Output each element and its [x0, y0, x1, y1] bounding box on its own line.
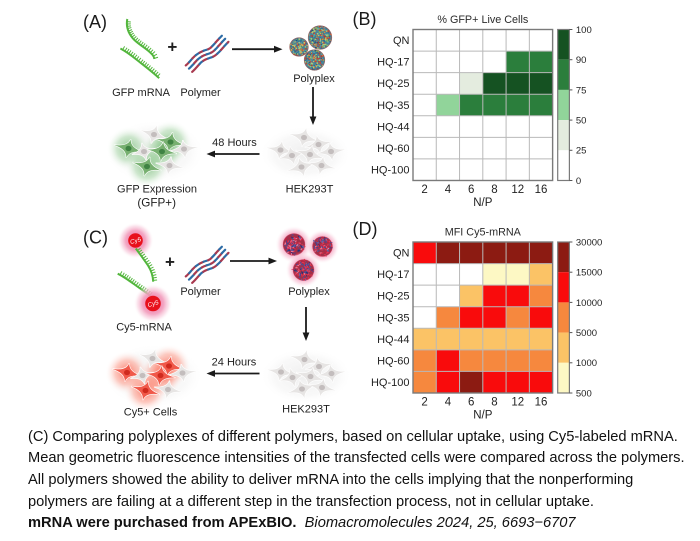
- svg-text:Polyplex: Polyplex: [293, 73, 335, 85]
- svg-text:HQ-60: HQ-60: [377, 355, 409, 367]
- svg-text:HQ-25: HQ-25: [377, 78, 409, 90]
- svg-text:(D): (D): [353, 219, 378, 239]
- svg-text:12: 12: [511, 396, 524, 408]
- svg-text:100: 100: [576, 25, 592, 36]
- svg-text:HQ-100: HQ-100: [371, 165, 410, 177]
- svg-text:GFP Expression: GFP Expression: [117, 184, 197, 196]
- svg-text:4: 4: [445, 396, 452, 408]
- svg-text:1000: 1000: [576, 358, 597, 369]
- svg-text:Polymer: Polymer: [180, 286, 221, 298]
- svg-text:48 Hours: 48 Hours: [212, 137, 257, 149]
- svg-text:% GFP+ Live Cells: % GFP+ Live Cells: [437, 14, 529, 26]
- svg-text:24 Hours: 24 Hours: [212, 356, 257, 368]
- svg-text:(GFP+): (GFP+): [137, 196, 176, 209]
- svg-text:10000: 10000: [576, 298, 602, 309]
- svg-text:8: 8: [491, 396, 497, 408]
- svg-text:(A): (A): [83, 12, 107, 32]
- svg-text:90: 90: [576, 55, 587, 66]
- svg-text:30000: 30000: [576, 237, 602, 248]
- svg-text:12: 12: [511, 184, 524, 196]
- svg-text:Cy5+ Cells: Cy5+ Cells: [124, 406, 178, 418]
- svg-text:2: 2: [421, 184, 427, 196]
- svg-text:6: 6: [468, 184, 474, 196]
- svg-text:HEK293T: HEK293T: [286, 184, 334, 196]
- svg-text:(C): (C): [83, 227, 108, 247]
- svg-text:500: 500: [576, 388, 592, 399]
- svg-text:8: 8: [491, 184, 497, 196]
- svg-text:GFP mRNA: GFP mRNA: [112, 87, 171, 99]
- svg-text:Polyplex: Polyplex: [288, 286, 330, 298]
- svg-text:Cy5: Cy5: [129, 236, 142, 246]
- svg-text:25: 25: [576, 146, 587, 157]
- svg-text:16: 16: [535, 396, 548, 408]
- svg-text:HQ-100: HQ-100: [371, 377, 410, 389]
- svg-text:50: 50: [576, 115, 587, 126]
- svg-text:16: 16: [535, 184, 548, 196]
- svg-text:0: 0: [576, 176, 581, 187]
- svg-text:HQ-44: HQ-44: [377, 121, 409, 133]
- svg-text:4: 4: [445, 184, 452, 196]
- svg-text:75: 75: [576, 85, 587, 96]
- svg-text:QN: QN: [393, 248, 410, 260]
- svg-text:HQ-35: HQ-35: [377, 312, 409, 324]
- svg-text:HQ-60: HQ-60: [377, 143, 409, 155]
- svg-text:MFI Cy5-mRNA: MFI Cy5-mRNA: [445, 227, 522, 239]
- svg-text:HQ-17: HQ-17: [377, 57, 409, 69]
- svg-text:2: 2: [421, 396, 427, 408]
- svg-text:+: +: [167, 38, 177, 57]
- svg-text:HQ-17: HQ-17: [377, 269, 409, 281]
- svg-text:+: +: [165, 253, 175, 272]
- svg-text:Polymer: Polymer: [180, 87, 221, 99]
- svg-text:QN: QN: [393, 35, 410, 47]
- svg-text:Cy5-mRNA: Cy5-mRNA: [116, 322, 172, 334]
- svg-text:N/P: N/P: [473, 197, 493, 209]
- svg-text:(B): (B): [353, 9, 377, 29]
- svg-text:N/P: N/P: [473, 409, 493, 421]
- svg-text:HQ-35: HQ-35: [377, 100, 409, 112]
- svg-text:HQ-44: HQ-44: [377, 334, 409, 346]
- svg-text:Cy5: Cy5: [147, 299, 160, 309]
- svg-text:HQ-25: HQ-25: [377, 291, 409, 303]
- svg-text:HEK293T: HEK293T: [282, 404, 330, 416]
- svg-text:15000: 15000: [576, 268, 602, 279]
- svg-text:6: 6: [468, 396, 474, 408]
- svg-text:5000: 5000: [576, 328, 597, 339]
